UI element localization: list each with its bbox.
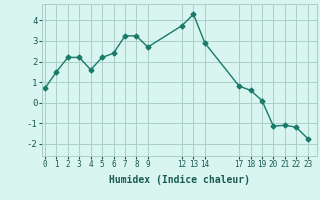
X-axis label: Humidex (Indice chaleur): Humidex (Indice chaleur) bbox=[109, 175, 250, 185]
